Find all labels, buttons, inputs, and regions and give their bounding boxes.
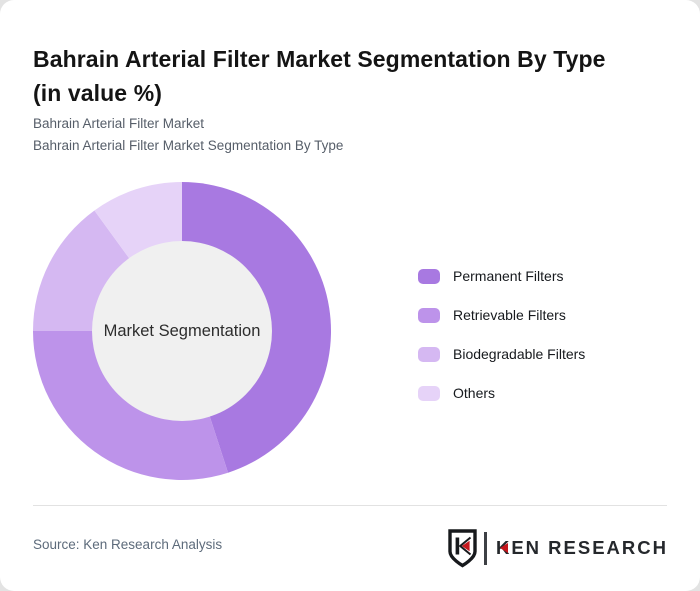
legend-swatch-icon bbox=[418, 268, 440, 284]
subtitle-line1: Bahrain Arterial Filter Market bbox=[33, 116, 205, 131]
page-title: Bahrain Arterial Filter Market Segmentat… bbox=[33, 42, 673, 110]
source-text: Source: Ken Research Analysis bbox=[33, 537, 223, 552]
subtitle-line2: Bahrain Arterial Filter Market Segmentat… bbox=[33, 137, 344, 153]
legend-label: Retrievable Filters bbox=[453, 307, 566, 323]
chart-legend: Permanent Filters Retrievable Filters Bi… bbox=[418, 268, 585, 401]
red-triangle-icon bbox=[500, 542, 509, 553]
page-title-line2: (in value %) bbox=[33, 80, 163, 107]
legend-item-biodegradable-filters[interactable]: Biodegradable Filters bbox=[418, 346, 585, 362]
donut-hole bbox=[92, 241, 272, 421]
legend-item-permanent-filters[interactable]: Permanent Filters bbox=[418, 268, 585, 284]
ken-research-shield-icon bbox=[448, 528, 477, 567]
legend-swatch-icon bbox=[418, 385, 440, 401]
legend-item-others[interactable]: Others bbox=[418, 385, 585, 401]
page-title-line1: Bahrain Arterial Filter Market Segmentat… bbox=[33, 46, 606, 73]
logo-text: KEN RESEARCH bbox=[495, 537, 668, 558]
logo-wordmark: KEN RESEARCH bbox=[496, 537, 668, 559]
logo-separator bbox=[483, 531, 487, 565]
legend-label: Biodegradable Filters bbox=[453, 346, 586, 362]
legend-label: Permanent Filters bbox=[453, 268, 564, 284]
donut-chart-svg[interactable] bbox=[32, 181, 332, 481]
legend-item-retrievable-filters[interactable]: Retrievable Filters bbox=[418, 307, 585, 323]
footer-divider bbox=[33, 505, 667, 506]
legend-label: Others bbox=[453, 385, 496, 401]
legend-swatch-icon bbox=[418, 346, 440, 362]
chart-subtitle: Bahrain Arterial Filter Market Bahrain A… bbox=[33, 113, 633, 156]
ken-research-logo: KEN RESEARCH bbox=[447, 526, 668, 570]
legend-swatch-icon bbox=[418, 307, 440, 323]
donut-chart[interactable]: Market Segmentation bbox=[32, 181, 332, 481]
